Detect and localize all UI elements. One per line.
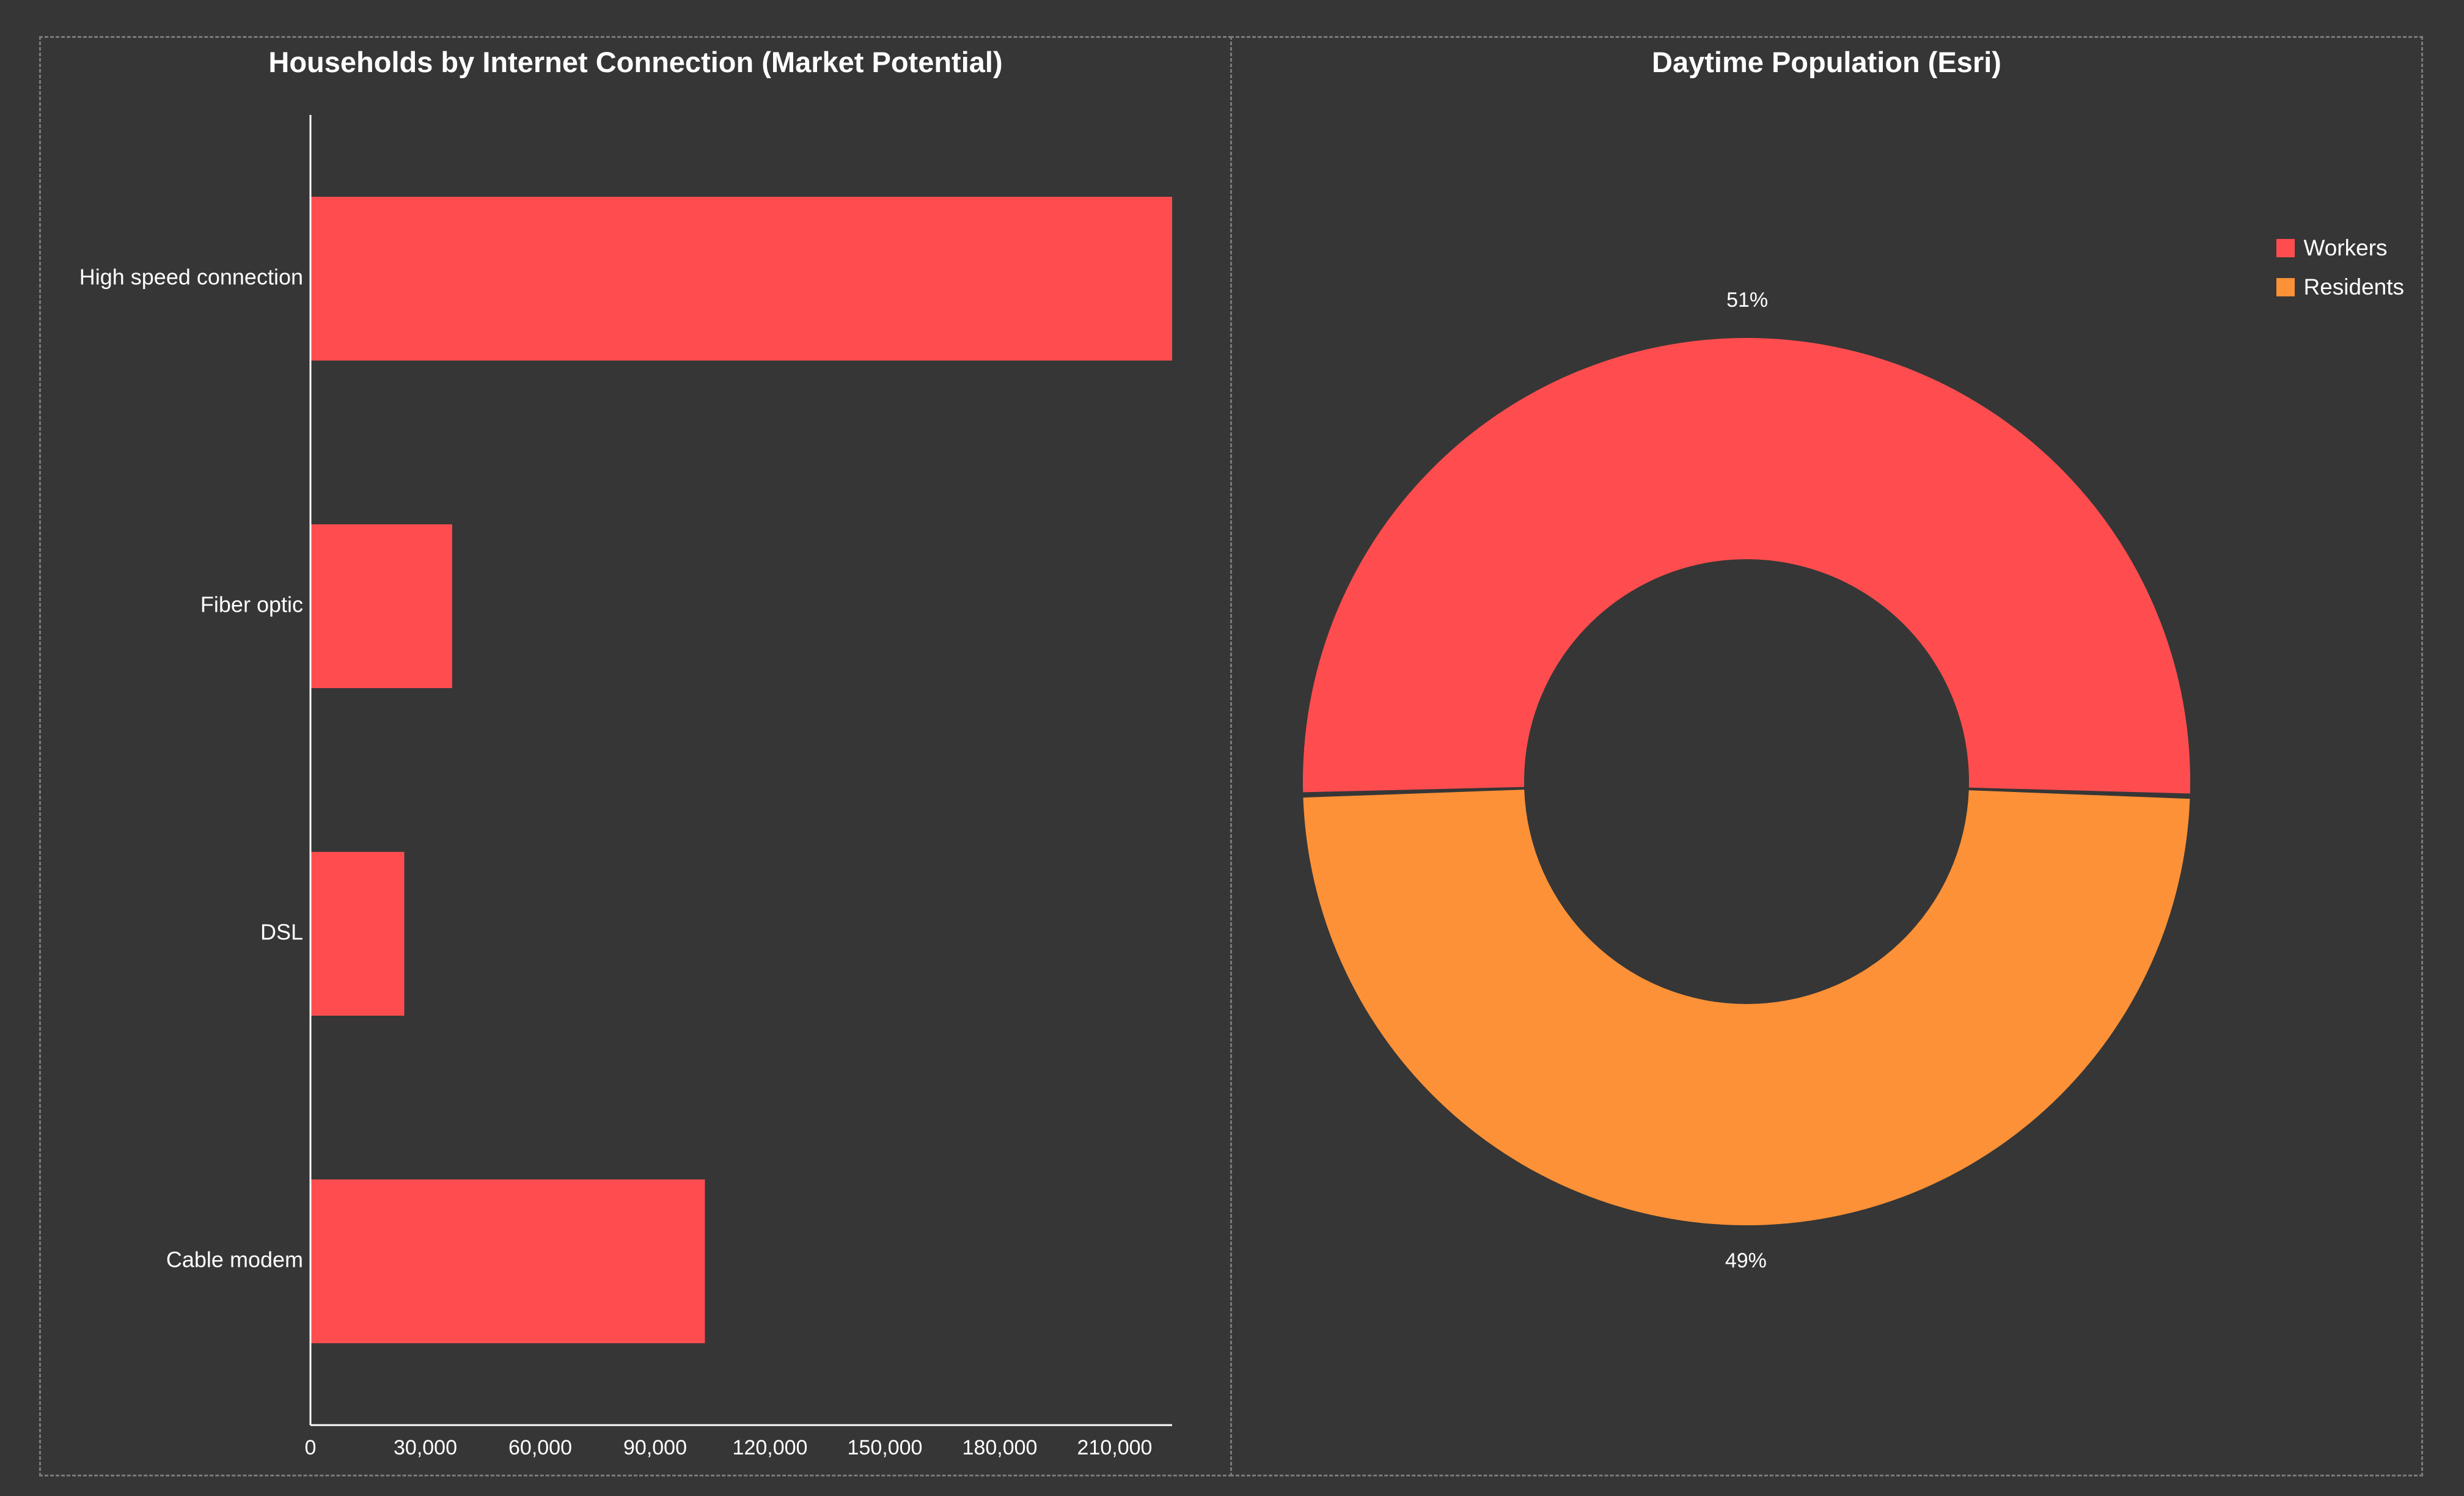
donut-chart-panel: Daytime Population (Esri) 51% 49% Workers… <box>1230 36 2423 1476</box>
slice-label-residents: 49% <box>1725 1249 1767 1272</box>
legend-label-residents: Residents <box>2303 274 2404 299</box>
category-label: Fiber optic <box>200 592 303 617</box>
slice-residents[interactable] <box>1303 790 2190 1225</box>
x-tick-label: 150,000 <box>848 1436 923 1459</box>
bar-high-speed-connection[interactable] <box>311 197 1173 361</box>
legend-swatch-workers <box>2276 239 2295 257</box>
bar-chart-panel: Households by Internet Connection (Marke… <box>39 36 1232 1476</box>
bar-fiber-optic[interactable] <box>311 524 452 688</box>
legend-swatch-residents <box>2276 278 2295 296</box>
bar-chart-title: Households by Internet Connection (Marke… <box>268 46 1003 78</box>
x-tick-label: 30,000 <box>394 1436 457 1459</box>
slice-workers[interactable] <box>1303 337 2190 794</box>
x-tick-label: 0 <box>305 1436 317 1459</box>
donut-legend: Workers Residents <box>2276 229 2404 307</box>
legend-item-workers[interactable]: Workers <box>2276 229 2404 268</box>
x-tick-label: 120,000 <box>733 1436 808 1459</box>
category-label: DSL <box>260 920 303 945</box>
donut-chart-title: Daytime Population (Esri) <box>1652 46 2001 78</box>
donut-chart: 51% 49% <box>1303 288 2190 1272</box>
slice-label-workers: 51% <box>1726 288 1768 312</box>
category-label: High speed connection <box>79 265 303 290</box>
category-label: Cable modem <box>166 1247 303 1272</box>
bar-cable-modem[interactable] <box>311 1179 705 1343</box>
x-tick-label: 180,000 <box>963 1436 1038 1459</box>
x-tick-label: 90,000 <box>623 1436 687 1459</box>
bar-dsl[interactable] <box>311 852 405 1016</box>
x-tick-label: 210,000 <box>1077 1436 1153 1459</box>
legend-item-residents[interactable]: Residents <box>2276 268 2404 307</box>
legend-label-workers: Workers <box>2303 235 2388 260</box>
bar-chart: High speed connection Fiber optic DSL Cable… <box>79 115 1173 1459</box>
x-tick-label: 60,000 <box>508 1436 572 1459</box>
